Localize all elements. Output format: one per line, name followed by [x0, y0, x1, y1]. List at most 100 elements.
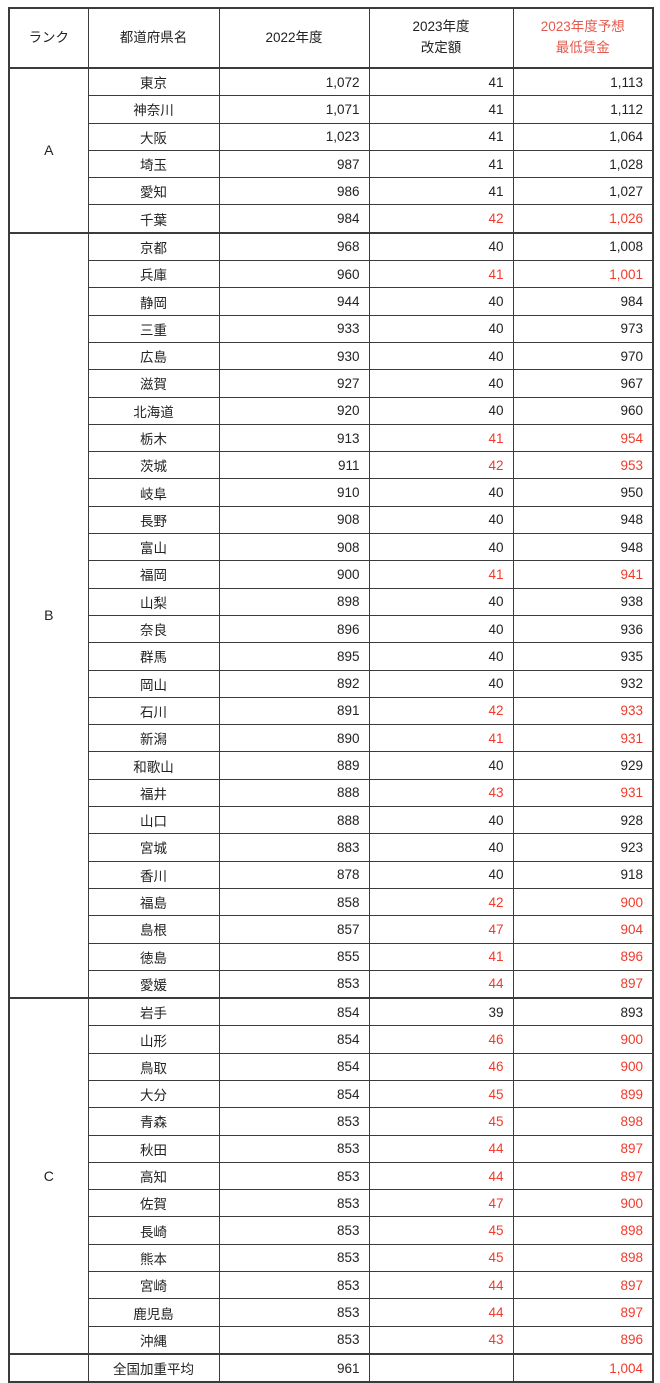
revision-2023-cell: 40	[368, 287, 514, 316]
forecast-2023-cell: 1,008	[512, 231, 654, 262]
wage-2022-cell: 927	[218, 369, 370, 398]
table-row: 埼玉 987 41 1,028	[9, 149, 654, 179]
forecast-2023-cell: 1,027	[512, 177, 654, 206]
forecast-2023-cell: 896	[512, 1325, 654, 1355]
prefecture-cell: 香川	[87, 860, 220, 889]
forecast-2023-cell: 936	[512, 614, 654, 644]
revision-2023-cell: 40	[368, 231, 514, 262]
prefecture-cell: 東京	[87, 67, 220, 97]
forecast-2023-cell: 941	[512, 560, 654, 589]
prefecture-cell: 岡山	[87, 669, 220, 698]
wage-2022-cell: 908	[218, 505, 370, 535]
forecast-2023-cell: 898	[512, 1243, 654, 1273]
revision-2023-cell: 40	[368, 341, 514, 371]
wage-2022-cell: 913	[218, 423, 370, 453]
header-prefecture: 都道府県名	[87, 7, 220, 69]
forecast-2023-cell: 1,112	[512, 95, 654, 124]
prefecture-cell: 島根	[87, 915, 220, 944]
forecast-2023-cell: 904	[512, 915, 654, 944]
revision-2023-cell: 40	[368, 314, 514, 343]
forecast-2023-cell: 960	[512, 396, 654, 425]
wage-2022-cell: 920	[218, 396, 370, 425]
table-row: 奈良 896 40 936	[9, 614, 654, 644]
forecast-2023-cell: 897	[512, 969, 654, 999]
prefecture-cell: 山口	[87, 806, 220, 835]
prefecture-cell: 和歌山	[87, 751, 220, 780]
national-average-row: 全国加重平均 961 1,004	[8, 1352, 654, 1383]
table-row: 熊本 853 45 898	[9, 1243, 654, 1273]
table-row: 山形 854 46 900	[9, 1025, 654, 1054]
forecast-2023-cell: 897	[512, 1298, 654, 1327]
wage-2022-cell: 853	[218, 1161, 370, 1191]
forecast-2023-cell: 953	[512, 451, 654, 480]
header-2023-revision-line2: 改定額	[420, 40, 462, 55]
prefecture-cell: 岩手	[87, 997, 220, 1027]
wage-2022-cell: 854	[218, 1052, 370, 1081]
revision-2023-cell: 41	[368, 942, 514, 971]
table-row: 鹿児島 853 44 897	[9, 1298, 654, 1327]
prefecture-cell: 福井	[87, 778, 220, 808]
wage-2022-cell: 888	[218, 778, 370, 808]
wage-2022-cell: 857	[218, 915, 370, 944]
revision-2023-cell: 41	[368, 149, 514, 179]
forecast-2023-cell: 900	[512, 887, 654, 917]
rank-cell: B	[8, 231, 89, 999]
minimum-wage-table-wrap: ランク 都道府県名 2022年度 2023年度 改定額 2023年度予想 最低賃…	[8, 7, 654, 1383]
header-2023-forecast-line2: 最低賃金	[555, 40, 610, 55]
forecast-2023-cell: 897	[512, 1271, 654, 1300]
table-row: 鳥取 854 46 900	[9, 1052, 654, 1081]
table-row: 富山 908 40 948	[9, 533, 654, 562]
table-row: 香川 878 40 918	[9, 860, 654, 889]
wage-2022-cell: 895	[218, 642, 370, 671]
table-row: 佐賀 853 47 900	[9, 1189, 654, 1218]
wage-2022-cell: 878	[218, 860, 370, 889]
table-row: 三重 933 40 973	[9, 314, 654, 343]
prefecture-cell: 福島	[87, 887, 220, 917]
table-row: 山梨 898 40 938	[9, 587, 654, 616]
prefecture-cell: 沖縄	[87, 1325, 220, 1355]
revision-2023-cell: 40	[368, 478, 514, 507]
prefecture-cell: 佐賀	[87, 1189, 220, 1218]
forecast-2023-cell: 893	[512, 997, 654, 1027]
forecast-2023-cell: 1,001	[512, 260, 654, 289]
forecast-2023-cell: 918	[512, 860, 654, 889]
forecast-2023-cell: 923	[512, 833, 654, 862]
table-row: 北海道 920 40 960	[9, 396, 654, 425]
table-row: 千葉 984 42 1,026	[9, 204, 654, 234]
wage-2022-cell: 853	[218, 1189, 370, 1218]
wage-2022-cell: 960	[218, 260, 370, 289]
table-row: A 東京 1,072 41 1,113	[8, 67, 654, 234]
revision-2023-cell: 47	[368, 1189, 514, 1218]
revision-2023-cell: 41	[368, 724, 514, 753]
revision-2023-cell: 42	[368, 696, 514, 726]
table-row: 宮城 883 40 923	[9, 833, 654, 862]
wage-2022-cell: 854	[218, 997, 370, 1027]
prefecture-cell: 埼玉	[87, 149, 220, 179]
forecast-2023-cell: 898	[512, 1216, 654, 1245]
prefecture-cell: 山形	[87, 1025, 220, 1054]
table-row: 群馬 895 40 935	[9, 642, 654, 671]
prefecture-cell: 富山	[87, 533, 220, 562]
prefecture-cell: 宮崎	[87, 1271, 220, 1300]
table-row: 福岡 900 41 941	[9, 560, 654, 589]
wage-2022-cell: 853	[218, 1216, 370, 1245]
prefecture-cell: 徳島	[87, 942, 220, 971]
forecast-2023-cell: 967	[512, 369, 654, 398]
revision-2023-cell: 42	[368, 451, 514, 480]
forecast-2023-cell: 950	[512, 478, 654, 507]
table-row: 青森 853 45 898	[9, 1107, 654, 1136]
wage-2022-cell: 930	[218, 341, 370, 371]
prefecture-cell: 長崎	[87, 1216, 220, 1245]
header-row: ランク 都道府県名 2022年度 2023年度 改定額 2023年度予想 最低賃…	[8, 7, 654, 69]
revision-2023-cell: 40	[368, 669, 514, 698]
table-row: 高知 853 44 897	[9, 1161, 654, 1191]
header-2023-forecast-line1: 2023年度予想	[540, 19, 625, 35]
revision-2023-cell: 40	[368, 642, 514, 671]
revision-2023-cell: 42	[368, 204, 514, 234]
wage-2022-cell: 1,072	[218, 67, 370, 97]
revision-2023-cell: 44	[368, 1298, 514, 1327]
revision-2023-cell: 41	[368, 177, 514, 206]
table-row: 宮崎 853 44 897	[9, 1271, 654, 1300]
rank-cell: C	[8, 997, 89, 1355]
table-row: 兵庫 960 41 1,001	[9, 260, 654, 289]
